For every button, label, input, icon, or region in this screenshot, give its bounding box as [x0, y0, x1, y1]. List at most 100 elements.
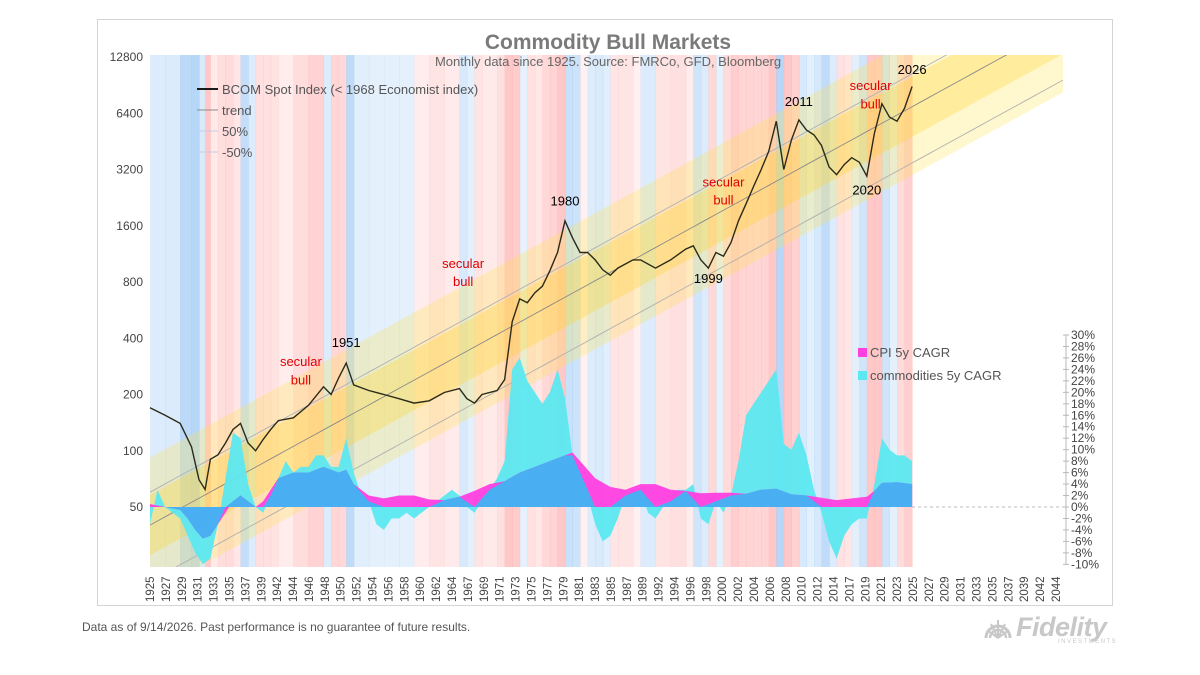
right-tick-label: -4% — [1071, 523, 1093, 537]
cycle-band — [866, 55, 875, 567]
cycle-band — [240, 55, 249, 567]
cycle-band — [595, 55, 604, 567]
x-tick-label: 2042 — [1035, 576, 1047, 602]
trend-band-outer — [150, 55, 1063, 567]
cycle-band — [897, 55, 906, 567]
chart-frame — [97, 19, 1113, 606]
fidelity-logo-icon — [984, 620, 1012, 639]
x-tick-label: 2014 — [828, 576, 840, 602]
x-tick-label: 2002 — [733, 576, 745, 602]
cycle-band — [708, 55, 717, 567]
right-tick-label: 18% — [1071, 397, 1095, 411]
x-tick-label: 1992 — [654, 576, 666, 602]
cycle-band — [572, 55, 581, 567]
x-tick-label: 1937 — [240, 576, 252, 602]
annotation-label: bull — [860, 96, 880, 111]
x-tick-label: 2008 — [781, 576, 793, 602]
logo-wordmark: Fidelity — [1016, 612, 1107, 642]
cycle-band — [414, 55, 430, 567]
cycle-band — [270, 55, 279, 567]
right-tick-label: 10% — [1071, 443, 1095, 457]
left-tick-label: 6400 — [116, 106, 143, 120]
x-tick-label: 1962 — [431, 576, 443, 602]
x-tick-label: 1944 — [288, 576, 300, 602]
cycle-band — [881, 55, 890, 567]
cycle-band — [557, 55, 566, 567]
x-tick-label: 1952 — [352, 576, 364, 602]
cycle-band — [746, 55, 755, 567]
left-tick-label: 400 — [123, 331, 143, 345]
cycle-band — [715, 55, 724, 567]
chart-title: Commodity Bull Markets — [485, 31, 731, 54]
left-tick-label: 200 — [123, 388, 143, 402]
x-tick-label: 1931 — [193, 576, 205, 602]
legend-swatch — [858, 348, 867, 357]
cagr-areas — [150, 357, 1063, 565]
cycle-band — [497, 55, 506, 567]
x-tick-label: 1935 — [224, 576, 236, 602]
x-tick-label: 2023 — [892, 576, 904, 602]
x-tick-label: 2021 — [876, 576, 888, 602]
cycle-band — [844, 55, 853, 567]
right-tick-label: 26% — [1071, 351, 1095, 365]
cycle-band — [587, 55, 596, 567]
cycle-band — [293, 55, 309, 567]
cycle-band — [640, 55, 657, 567]
annotation-label: bull — [453, 274, 473, 289]
trend-line — [150, 55, 1008, 526]
cycle-band — [482, 55, 498, 567]
cycle-band — [602, 55, 611, 567]
x-tick-label: 2035 — [987, 576, 999, 602]
x-tick-label: 1927 — [161, 576, 173, 602]
cycle-band — [549, 55, 558, 567]
annotation-label: 2026 — [898, 62, 927, 77]
logo-subtext: INVESTMENTS — [1058, 639, 1118, 645]
x-tick-label: 1996 — [685, 576, 697, 602]
x-tick-label: 1977 — [542, 576, 554, 602]
cycle-band — [165, 55, 181, 567]
trend-upper-line — [150, 55, 948, 493]
right-tick-label: -8% — [1071, 546, 1093, 560]
left-tick-label: 50 — [130, 500, 144, 514]
cycle-band — [534, 55, 543, 567]
cycle-band — [466, 55, 475, 567]
legend-label: trend — [222, 103, 252, 118]
cycle-band — [632, 55, 641, 567]
cycle-band — [308, 55, 325, 567]
right-tick-label: 0% — [1071, 500, 1089, 514]
x-tick-label: 2044 — [1051, 576, 1063, 602]
cycle-band — [205, 55, 211, 567]
cycle-band — [700, 55, 709, 567]
x-tick-label: 1933 — [209, 576, 221, 602]
x-tick-label: 1946 — [304, 576, 316, 602]
cycle-band — [278, 55, 294, 567]
x-tick-label: 1942 — [272, 576, 284, 602]
x-tick-label: 2012 — [813, 576, 825, 602]
cycle-band — [617, 55, 634, 567]
x-tick-label: 1981 — [574, 576, 586, 602]
cycle-band — [474, 55, 483, 567]
cycle-band — [338, 55, 347, 567]
annotation-label: secular — [442, 256, 485, 271]
cycle-band — [723, 55, 732, 567]
cycle-band — [829, 55, 838, 567]
cycle-band — [738, 55, 747, 567]
x-tick-label: 1960 — [415, 576, 427, 602]
x-tick-label: 2000 — [717, 576, 729, 602]
cycle-band — [889, 55, 898, 567]
cycle-band — [580, 55, 589, 567]
annotation-label: secular — [702, 174, 745, 189]
cycle-band — [217, 55, 226, 567]
cycle-band — [693, 55, 702, 567]
right-tick-label: 14% — [1071, 420, 1095, 434]
cycle-band — [368, 55, 385, 567]
axes: 12800 6400 3200 1600 800 400 200 100 50 30%28%26%… — [110, 50, 1100, 602]
legend-label: 50% — [222, 124, 248, 139]
cycle-band — [399, 55, 415, 567]
cycle-band — [798, 55, 807, 567]
cycle-band — [429, 55, 445, 567]
x-tick-label: 1948 — [320, 576, 332, 602]
right-tick-label: 2% — [1071, 489, 1089, 503]
cycle-band — [859, 55, 868, 567]
cycle-band — [542, 55, 551, 567]
